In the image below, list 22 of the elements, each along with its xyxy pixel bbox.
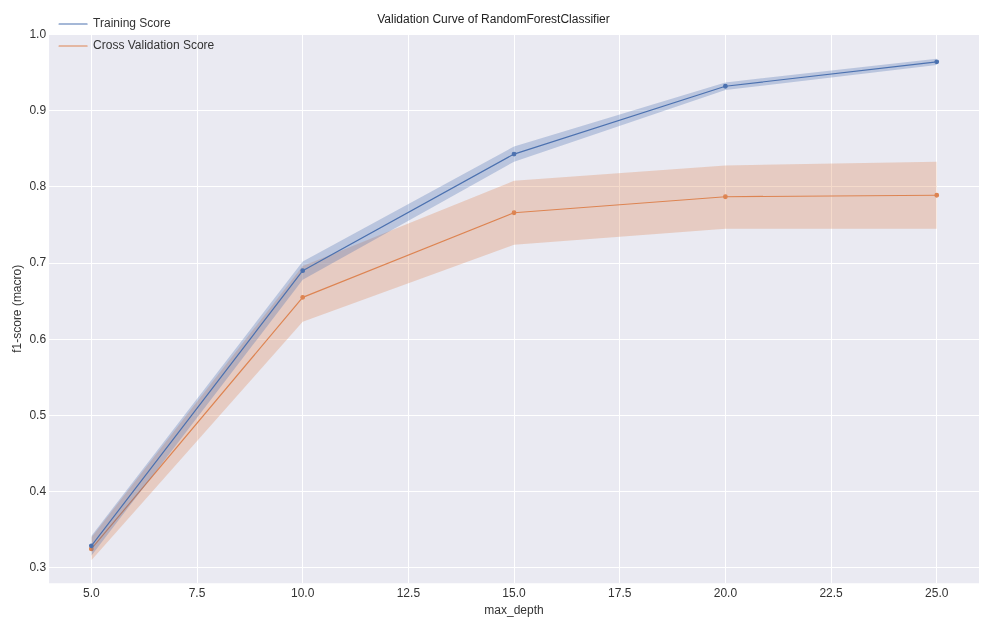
x-tick-label: 17.5 (608, 585, 632, 600)
x-axis-title: max_depth (484, 603, 544, 618)
y-tick-label: 0.3 (29, 560, 47, 575)
x-tick-label: 10.0 (291, 585, 315, 600)
y-tick-label: 0.9 (29, 102, 47, 117)
y-tick-label: 0.6 (29, 331, 47, 346)
y-tick-label: 0.7 (29, 255, 47, 270)
chart-title: Validation Curve of RandomForestClassifier (377, 11, 610, 26)
x-tick-label: 5.0 (83, 585, 101, 600)
x-tick-label: 20.0 (713, 585, 738, 600)
x-tick-label: 22.5 (819, 585, 844, 600)
x-tick-label: 15.0 (502, 585, 527, 600)
y-tick-label: 0.5 (29, 407, 47, 422)
x-tick-label: 7.5 (188, 585, 206, 600)
y-tick-label: 0.4 (29, 484, 47, 499)
y-axis-title: f1-score (macro) (9, 264, 24, 353)
legend-label: Training Score (93, 16, 171, 31)
y-tick-label: 1.0 (29, 26, 47, 41)
x-tick-label: 12.5 (396, 585, 421, 600)
x-tick-label: 25.0 (925, 585, 949, 600)
y-tick-label: 0.8 (29, 179, 47, 194)
legend-label: Cross Validation Score (93, 38, 215, 53)
